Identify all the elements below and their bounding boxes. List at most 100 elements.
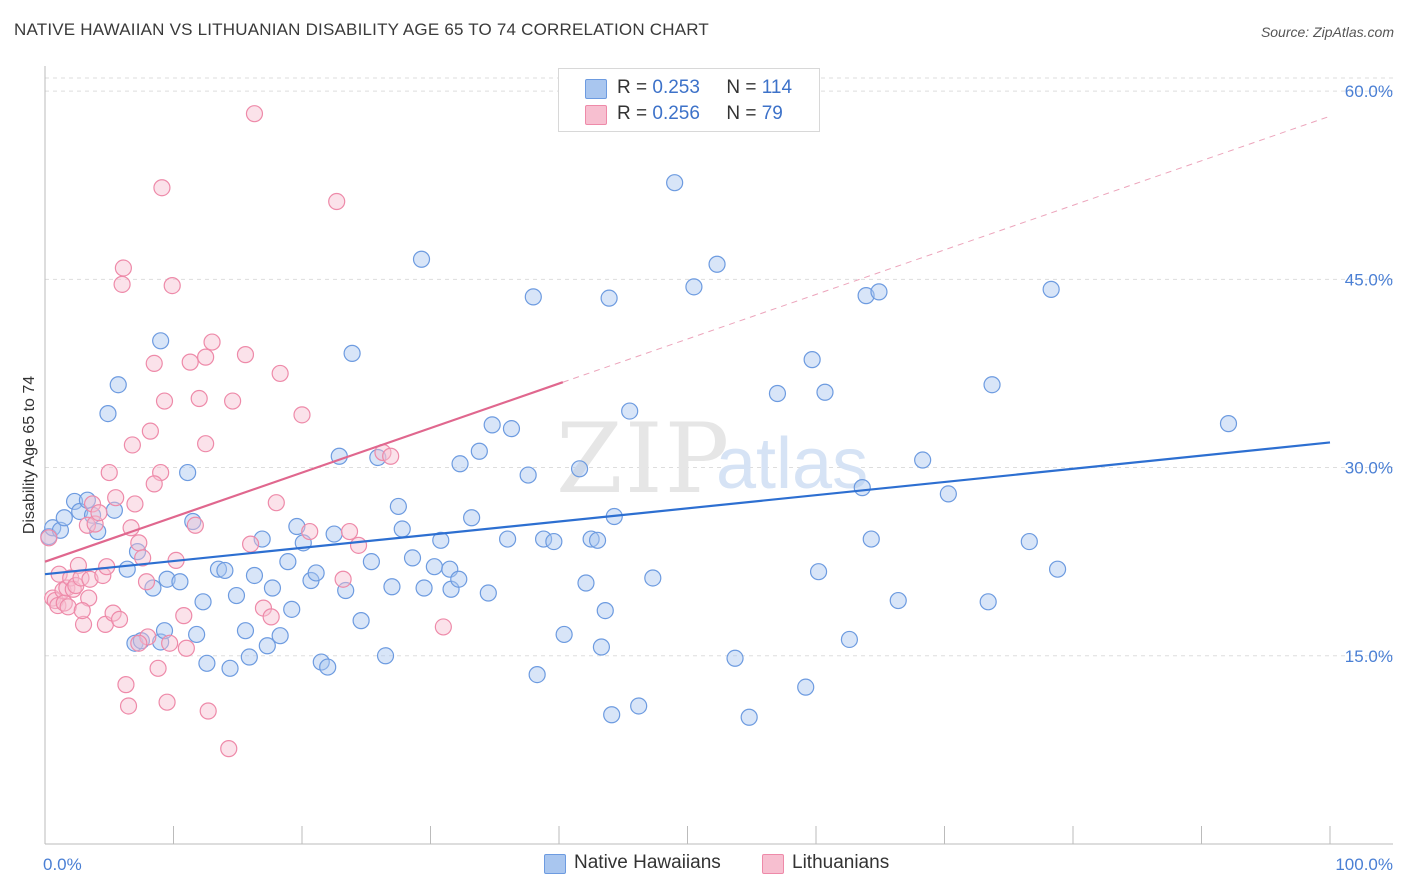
lithuanian-point — [177, 639, 195, 657]
native-hawaiian-point — [600, 289, 618, 307]
native-hawaiian-point — [179, 463, 197, 482]
bottom-legend-label: Native Hawaiians — [574, 852, 721, 873]
series-lithuanians — [40, 105, 452, 758]
watermark: ZIP atlas — [556, 403, 868, 515]
native-hawaiian-point — [155, 622, 174, 640]
native-hawaiian-point — [803, 351, 821, 369]
lithuanian-point — [224, 392, 242, 410]
native-hawaiian-point — [118, 560, 136, 578]
bottom-legend-swatch-blue — [544, 854, 566, 874]
lithuanian-point — [130, 534, 148, 552]
native-hawaiian-point — [271, 627, 289, 645]
lithuanian-point — [130, 634, 148, 652]
native-hawaiian-point — [258, 637, 276, 655]
native-hawaiian-point — [979, 593, 997, 611]
lithuanian-point — [328, 192, 346, 211]
native-hawaiian-point — [582, 530, 600, 548]
native-hawaiian-point — [914, 451, 932, 469]
native-hawaiian-point — [816, 383, 834, 401]
lithuanian-point — [73, 601, 91, 620]
lithuanian-point — [242, 535, 260, 553]
native-hawaiian-point — [369, 448, 387, 467]
native-hawaiian-point — [596, 601, 614, 620]
series-native-hawaiians — [40, 174, 1238, 726]
lithuanian-point — [340, 522, 359, 541]
native-hawaiian-point — [534, 530, 553, 548]
native-hawaiian-point — [450, 570, 468, 588]
native-hawaiian-point — [685, 278, 703, 296]
native-hawaiian-point — [109, 376, 127, 394]
native-hawaiian-point — [666, 174, 684, 192]
lithuanian-point — [100, 463, 118, 482]
lithuanian-point — [113, 275, 131, 293]
lithuanian-point — [59, 598, 77, 616]
legend-r-value: 0.253 — [652, 77, 700, 98]
lithuanians-trend-line — [44, 381, 564, 563]
lithuanian-point — [199, 702, 217, 720]
lithuanian-point — [114, 259, 132, 277]
lithuanian-point — [271, 364, 289, 383]
native-hawaiian-point — [319, 658, 337, 676]
lithuanian-point — [158, 693, 176, 711]
native-hawaiian-point — [343, 344, 361, 362]
y-tick-label: 15.0% — [1345, 647, 1393, 666]
native-hawaiians-trend-line — [44, 441, 1331, 576]
lithuanian-point — [86, 515, 104, 533]
native-hawaiian-point — [403, 549, 422, 567]
native-hawaiian-point — [221, 659, 239, 677]
lithuanian-point — [122, 519, 140, 537]
lithuanian-point — [104, 604, 122, 622]
native-hawaiian-point — [412, 250, 431, 268]
native-hawaiian-point — [362, 553, 380, 571]
native-hawaiian-point — [853, 479, 871, 497]
lithuanian-point — [203, 333, 221, 351]
legend-n-label: N = — [726, 103, 757, 124]
native-hawaiian-point — [797, 678, 815, 696]
legend-n-value: 114 — [761, 77, 793, 98]
lithuanian-point — [181, 353, 199, 371]
native-hawaiian-point — [499, 530, 517, 548]
lithuanian-point — [107, 489, 125, 507]
native-hawaiian-point — [570, 460, 589, 478]
native-hawaiian-point — [383, 578, 401, 596]
bottom-legend-label: Lithuanians — [792, 852, 890, 873]
native-hawaiian-point — [144, 579, 162, 597]
native-hawaiian-point — [939, 485, 957, 503]
lithuanian-point — [190, 389, 208, 408]
native-hawaiian-point — [227, 586, 246, 605]
lithuanian-point — [186, 516, 204, 534]
native-hawaiian-point — [528, 665, 546, 684]
native-hawaiian-point — [592, 638, 611, 656]
x-tick-label: 100.0% — [1335, 855, 1393, 874]
native-hawaiian-point — [1020, 532, 1038, 551]
native-hawaiian-point — [644, 569, 662, 587]
legend-swatch-blue — [585, 79, 607, 99]
lithuanian-point — [175, 607, 193, 625]
lithuanian-point — [119, 697, 138, 715]
native-hawaiian-point — [519, 466, 537, 484]
native-hawaiian-point — [307, 564, 325, 582]
legend-n-value: 79 — [761, 103, 783, 124]
bottom-legend-swatch-pink — [762, 854, 784, 874]
native-hawaiian-point — [194, 593, 212, 611]
native-hawaiian-point — [216, 561, 234, 580]
native-hawaiian-point — [209, 560, 228, 578]
lithuanian-point — [301, 522, 319, 541]
lithuanian-point — [349, 536, 368, 554]
native-hawaiian-point — [99, 404, 117, 423]
lithuanian-point — [197, 348, 215, 366]
lithuanian-point — [137, 573, 156, 591]
native-hawaiian-point — [524, 288, 542, 306]
lithuanian-point — [382, 447, 400, 465]
lithuanian-point — [236, 346, 255, 364]
legend-swatch-pink — [585, 105, 607, 125]
lithuanian-point — [293, 406, 311, 424]
native-hawaiian-point — [862, 530, 880, 548]
lithuanian-point — [149, 659, 167, 677]
lithuanian-point — [145, 354, 163, 372]
native-hawaiian-point — [768, 384, 787, 403]
native-hawaiian-point — [857, 287, 875, 305]
lithuanian-point — [155, 392, 174, 410]
native-hawaiian-point — [55, 509, 73, 527]
lithuanian-point — [197, 435, 215, 453]
